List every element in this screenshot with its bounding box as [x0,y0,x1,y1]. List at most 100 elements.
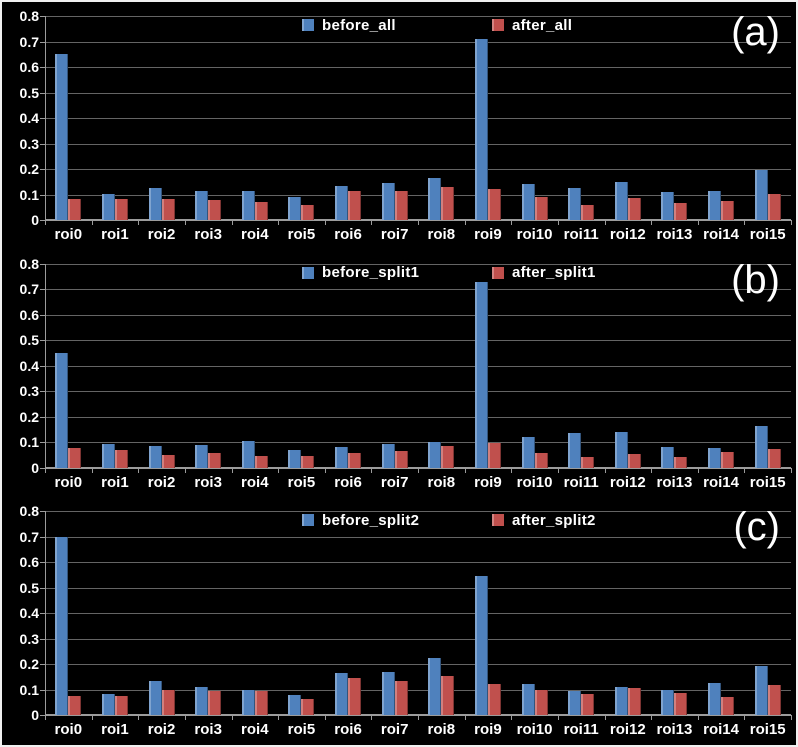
bar-after_split1-roi9 [487,442,501,468]
bar-after_split1-roi3 [208,453,222,468]
panel-b: 0.8 0.7 0.6 0.5 0.4 0.3 0.2 0.1 0 roi0 roi1 roi2 roi… [2,250,796,498]
panel-letter-b: (b) [731,257,780,302]
x-axis-category-label: roi3 [194,226,222,243]
y-axis-tick-label: 0.2 [19,161,39,177]
x-axis-category-label: roi0 [54,473,83,491]
gridline [45,613,791,615]
y-axis-tick [40,41,45,43]
legend-label-before: before_split2 [322,511,420,529]
x-axis-tick [418,220,419,225]
bar-after_all-roi8 [441,186,455,220]
legend-swatch-after-icon [492,266,504,279]
gridline [45,638,791,640]
x-axis-category-label: roi2 [147,721,176,739]
bar-before_all-roi15 [754,169,768,220]
x-axis-tick [604,715,606,721]
x-axis-tick [418,715,419,721]
x-axis-category-label: roi2 [147,226,176,243]
bar-after_split2-roi9 [487,684,501,716]
x-axis-category-label: roi6 [334,721,362,739]
bar-after_split1-roi15 [767,448,781,468]
x-axis-category-label: roi2 [147,473,176,491]
x-axis-tick [231,220,233,225]
bar-after_split2-roi14 [721,696,735,716]
x-axis-tick [697,715,699,721]
bar-before_split2-roi15 [754,665,768,716]
x-axis-category-label: roi10 [516,473,553,491]
legend-label-after: after_all [512,16,573,34]
legend-swatch-after-icon [492,19,504,31]
x-axis-category-label: roi13 [656,226,693,243]
panel-c: 0.8 0.7 0.6 0.5 0.4 0.3 0.2 0.1 0 roi0 roi1 roi2 roi… [2,497,796,745]
bar-after_all-roi10 [534,197,548,220]
bar-before_split1-roi0 [55,352,69,468]
y-axis-tick-label: 0.6 [19,306,39,323]
x-axis-tick [138,220,140,225]
x-axis-category-label: roi12 [609,721,646,739]
y-axis-tick-label: 0.6 [19,59,39,75]
y-axis-tick [40,118,45,119]
x-axis-tick [138,467,140,473]
x-axis-category-label: roi14 [703,226,739,243]
x-axis-category-label: roi12 [609,473,646,491]
x-axis-category-label: roi0 [54,721,83,739]
x-axis-tick [45,715,46,721]
bar-before_split1-roi9 [474,281,488,468]
bar-after_all-roi11 [581,205,595,220]
x-axis-tick [324,220,326,225]
bar-before_all-roi13 [661,192,675,220]
bar-after_all-roi5 [301,204,315,220]
x-axis-tick [651,220,653,225]
x-axis-tick [91,467,93,473]
bar-after_split1-roi8 [441,446,455,468]
bar-after_split1-roi4 [254,455,268,468]
x-axis-tick [324,715,326,721]
bar-before_split2-roi0 [55,536,69,716]
bar-before_all-roi9 [474,38,488,220]
x-axis-tick [278,220,280,225]
y-axis-line [45,16,46,220]
x-axis-tick [791,715,792,721]
x-axis-category-label: roi3 [194,721,222,739]
x-axis-tick [184,715,186,721]
x-axis-category-label: roi1 [101,226,129,243]
bar-after_split2-roi11 [581,694,595,716]
x-axis-category-label: roi6 [334,473,362,491]
bar-after_split2-roi3 [208,691,222,716]
bar-before_all-roi8 [428,177,442,220]
x-axis-tick [604,467,606,473]
y-axis-tick [40,511,45,513]
x-axis-tick [45,220,46,225]
bar-after_split1-roi12 [627,453,641,468]
y-axis-tick [40,169,45,170]
bar-before_split2-roi3 [195,686,209,716]
bar-before_split2-roi10 [521,684,535,716]
x-axis-category-label: roi15 [749,473,786,491]
gridline [45,194,791,196]
bar-after_split2-roi5 [301,698,315,716]
bar-before_split2-roi12 [614,686,628,716]
x-axis-tick [371,220,373,225]
panel-letter-a: (a) [731,10,780,54]
bar-before_split2-roi6 [335,673,349,716]
gridline [45,289,791,291]
bar-before_all-roi7 [381,182,395,220]
gridline [45,562,791,564]
bar-after_split1-roi1 [114,449,128,468]
y-axis-tick-label: 0.7 [19,33,39,50]
x-axis-tick [697,467,699,473]
x-axis-category-label: roi7 [380,473,409,491]
legend-entry-before: before_split2 [302,511,420,529]
y-axis-tick-label: 0.1 [19,186,39,203]
x-axis-category-label: roi7 [380,721,409,739]
bar-before_split1-roi2 [148,445,162,468]
panel-letter-c: (c) [733,505,780,550]
x-axis-tick [231,715,233,721]
bar-after_split2-roi10 [534,690,548,716]
bar-before_all-roi3 [195,190,209,220]
gridline [45,511,791,513]
y-axis-tick-label: 0.5 [19,579,39,596]
bar-before_split1-roi14 [708,447,722,468]
y-axis-tick-label: 0.2 [19,408,39,425]
legend-swatch-before-icon [302,514,314,527]
